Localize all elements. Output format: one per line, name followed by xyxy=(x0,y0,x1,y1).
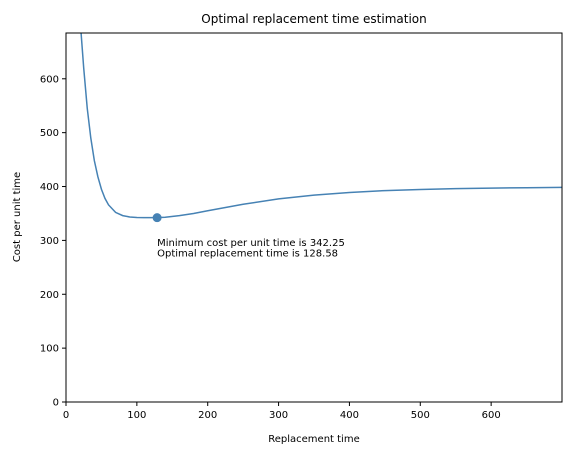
x-tick-label: 100 xyxy=(127,410,146,421)
y-tick-label: 0 xyxy=(53,398,59,409)
x-tick-label: 0 xyxy=(63,410,69,421)
annotation-0: Minimum cost per unit time is 342.25 xyxy=(157,238,345,249)
series-line-0 xyxy=(80,33,562,219)
x-tick-label: 400 xyxy=(340,410,359,421)
x-tick-label: 200 xyxy=(198,410,217,421)
x-axis-label: Replacement time xyxy=(268,434,359,445)
minimum-point xyxy=(152,213,162,223)
y-axis-label: Cost per unit time xyxy=(12,172,23,262)
plot-frame xyxy=(65,32,563,403)
y-tick-label: 200 xyxy=(40,290,59,301)
y-tick-label: 400 xyxy=(40,182,59,193)
x-tick-label: 300 xyxy=(269,410,288,421)
chart-title: Optimal replacement time estimation xyxy=(201,12,426,26)
x-tick-label: 500 xyxy=(411,410,430,421)
plot-area: Minimum cost per unit time is 342.25Opti… xyxy=(65,32,563,403)
y-axis: 0 100 200 300 400 500 600 xyxy=(40,74,66,409)
annotation-1: Optimal replacement time is 128.58 xyxy=(157,249,338,260)
y-tick-label: 300 xyxy=(40,236,59,247)
y-tick-label: 100 xyxy=(40,344,59,355)
x-axis: 0 100 200 300 400 500 600 xyxy=(63,402,501,421)
y-tick-label: 600 xyxy=(40,74,59,85)
x-tick-label: 600 xyxy=(482,410,501,421)
y-tick-label: 500 xyxy=(40,128,59,139)
